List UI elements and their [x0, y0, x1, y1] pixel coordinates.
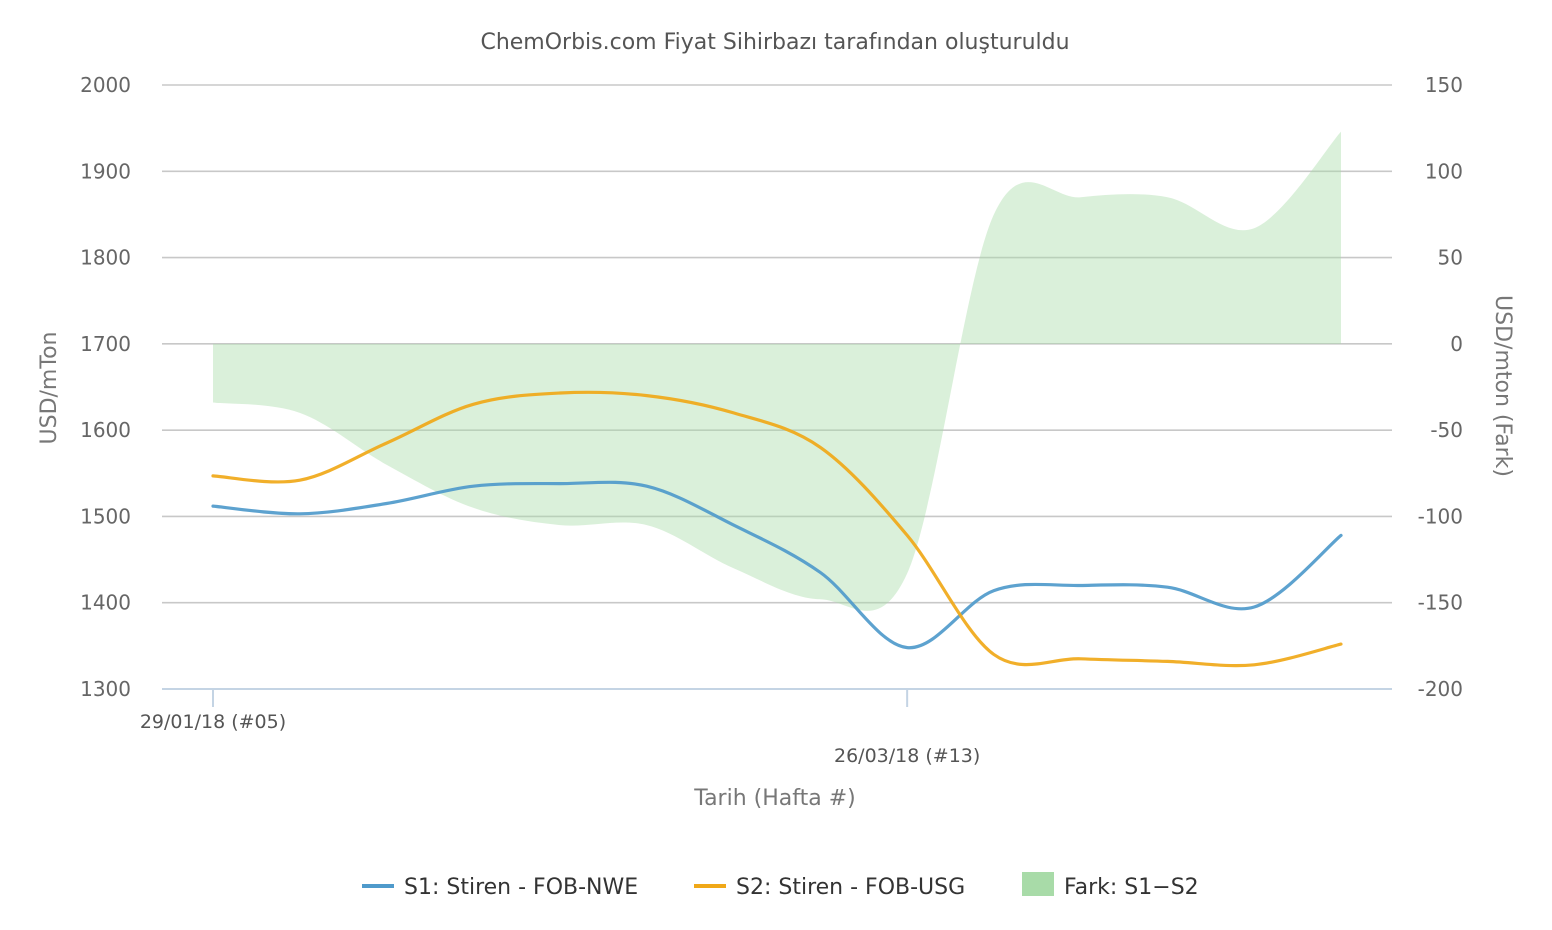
y-tick-label-left: 1900	[80, 159, 131, 183]
y-tick-label-right: -150	[1418, 591, 1463, 615]
legend: S1: Stiren - FOB-NWE S2: Stiren - FOB-USG…	[362, 872, 1199, 900]
y-axis-left-title: USD/mTon	[37, 332, 62, 445]
legend-label: S2: Stiren - FOB-USG	[736, 875, 965, 900]
y-axis-left-ticks: 1300 1400 1500 1600 1700 1800 1900 2000	[80, 73, 131, 701]
legend-label: Fark: S1−S2	[1064, 875, 1199, 900]
y-tick-label-left: 1600	[80, 418, 131, 442]
x-tick-label: 26/03/18 (#13)	[834, 745, 980, 767]
area-layer	[213, 131, 1341, 611]
y-tick-label-right: 100	[1425, 159, 1463, 183]
series-line-2	[211, 390, 1343, 668]
y-tick-label-left: 1800	[80, 246, 131, 270]
series-area-fark	[213, 131, 1341, 611]
x-axis: 29/01/18 (#05) 26/03/18 (#13)	[140, 689, 980, 767]
y-tick-label-right: -200	[1418, 677, 1463, 701]
grid-lines	[162, 84, 1392, 690]
y-tick-label-right: 150	[1425, 73, 1463, 97]
legend-label: S1: Stiren - FOB-NWE	[404, 875, 638, 900]
y-axis-right-title: USD/mton (Fark)	[1490, 295, 1515, 477]
y-tick-label-left: 1400	[80, 591, 131, 615]
series-line-1	[211, 480, 1343, 650]
y-tick-label-left: 1500	[80, 504, 131, 528]
x-axis-title: Tarih (Hafta #)	[693, 786, 855, 811]
y-tick-label-right: -100	[1418, 504, 1463, 528]
y-axis-right-ticks: -200 -150 -100 -50 0 50 100 150	[1418, 73, 1463, 701]
y-tick-label-right: 50	[1438, 246, 1463, 270]
legend-swatch-area	[1022, 872, 1054, 896]
y-tick-label-left: 1700	[80, 332, 131, 356]
y-tick-label-right: -50	[1430, 418, 1463, 442]
x-tick-label: 29/01/18 (#05)	[140, 711, 286, 733]
line-layer	[211, 390, 1343, 668]
y-tick-label-left: 1300	[80, 677, 131, 701]
chart-title: ChemOrbis.com Fiyat Sihirbazı tarafından…	[480, 30, 1069, 55]
y-tick-label-right: 0	[1450, 332, 1463, 356]
y-tick-label-left: 2000	[80, 73, 131, 97]
